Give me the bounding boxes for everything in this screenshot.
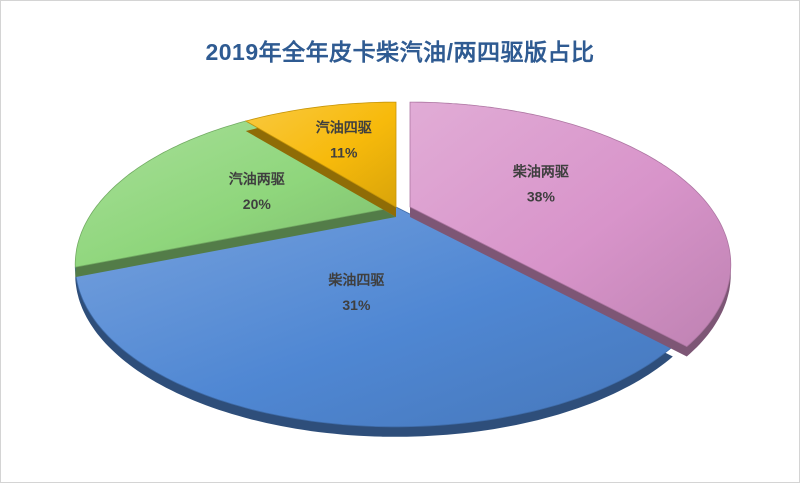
data-label-percent: 31% xyxy=(342,297,371,313)
pie-slice-diesel-2wd xyxy=(409,101,732,357)
pie-slice-face xyxy=(244,101,397,208)
data-labels: 柴油两驱 38% 柴油四驱 31% 汽油两驱 20% 汽油四驱 11% xyxy=(229,119,569,312)
pie-slice-gasoline-4wd xyxy=(244,101,397,217)
data-label-category: 柴油两驱 xyxy=(512,164,569,180)
data-label-diesel-2wd: 柴油两驱 38% xyxy=(512,164,569,205)
data-label-percent: 11% xyxy=(330,144,358,160)
data-label-gasoline-4wd: 汽油四驱 11% xyxy=(316,119,372,160)
pie-slice-gasoline-2wd xyxy=(74,120,398,278)
pie-slices xyxy=(74,101,732,437)
pie-slice-face xyxy=(74,206,674,428)
chart-title: 2019年全年皮卡柴汽油/两四驱版占比 xyxy=(205,39,595,65)
data-label-category: 汽油两驱 xyxy=(229,171,285,187)
data-label-category: 柴油四驱 xyxy=(327,272,384,288)
pie-slice-face xyxy=(74,120,398,268)
data-label-percent: 38% xyxy=(527,189,556,205)
data-label-category: 汽油四驱 xyxy=(316,119,372,135)
pie-slice-diesel-4wd xyxy=(74,206,674,437)
data-label-percent: 20% xyxy=(243,196,272,212)
data-label-diesel-4wd: 柴油四驱 31% xyxy=(327,272,384,313)
data-label-gasoline-2wd: 汽油两驱 20% xyxy=(229,171,285,212)
pie-slice-face xyxy=(409,101,732,347)
